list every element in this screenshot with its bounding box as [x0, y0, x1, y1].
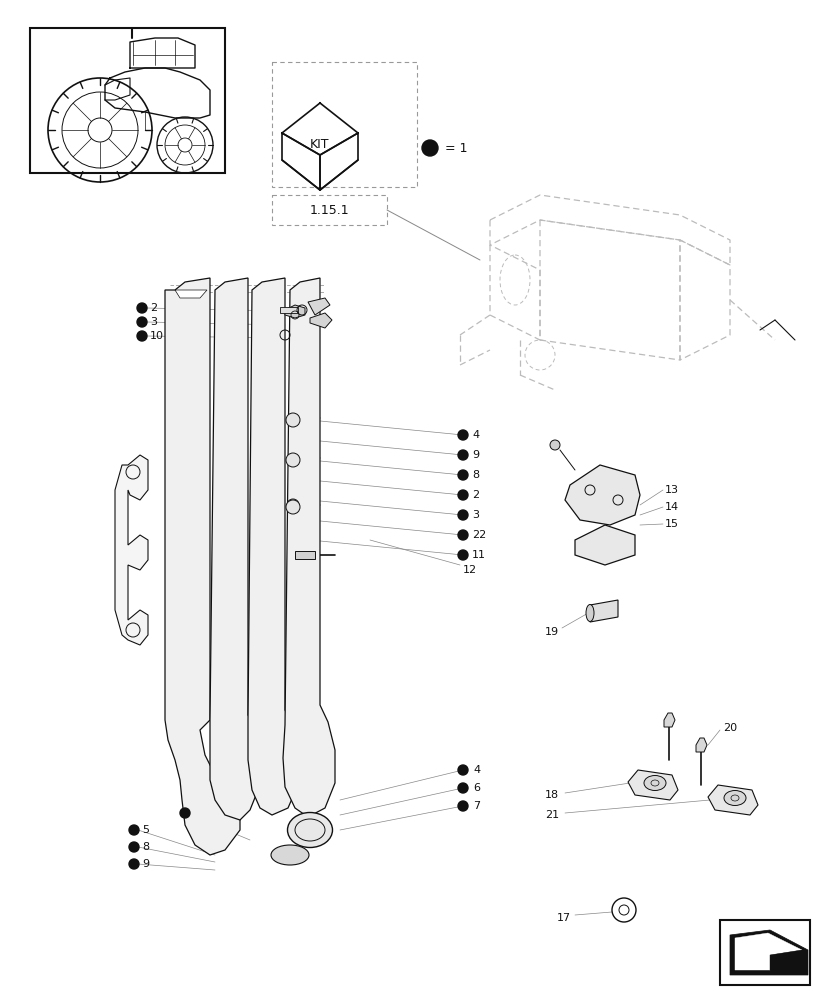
Circle shape [136, 303, 147, 313]
Polygon shape [283, 278, 335, 817]
Circle shape [422, 140, 437, 156]
Text: 14: 14 [664, 502, 678, 512]
Bar [719, 920, 809, 985]
Polygon shape [115, 455, 148, 645]
Text: 8: 8 [471, 470, 479, 480]
Polygon shape [769, 950, 801, 970]
Text: 4: 4 [471, 430, 479, 440]
Circle shape [457, 765, 467, 775]
Text: 3: 3 [471, 510, 479, 520]
Polygon shape [564, 465, 639, 525]
Polygon shape [309, 313, 332, 328]
Polygon shape [165, 278, 240, 855]
Circle shape [457, 801, 467, 811]
Polygon shape [284, 305, 304, 318]
Polygon shape [280, 307, 298, 313]
Text: 6: 6 [472, 783, 480, 793]
Circle shape [285, 413, 299, 427]
Polygon shape [734, 933, 801, 970]
Polygon shape [294, 551, 314, 559]
Circle shape [457, 550, 467, 560]
Circle shape [287, 499, 299, 511]
Circle shape [457, 530, 467, 540]
Text: 5: 5 [141, 825, 149, 835]
Text: 11: 11 [471, 550, 485, 560]
Text: 10: 10 [150, 331, 164, 341]
Polygon shape [627, 770, 677, 800]
Polygon shape [174, 290, 207, 298]
Circle shape [287, 414, 299, 426]
Text: 4: 4 [472, 765, 480, 775]
Text: 19: 19 [544, 627, 558, 637]
Circle shape [457, 450, 467, 460]
Circle shape [129, 859, 139, 869]
Circle shape [136, 317, 147, 327]
Circle shape [285, 453, 299, 467]
Text: 21: 21 [544, 810, 558, 820]
Circle shape [129, 842, 139, 852]
Ellipse shape [586, 604, 593, 621]
Circle shape [136, 331, 147, 341]
Polygon shape [590, 600, 617, 622]
Text: 13: 13 [664, 485, 678, 495]
Text: 20: 20 [722, 723, 736, 733]
Text: 9: 9 [141, 859, 149, 869]
Text: 18: 18 [544, 790, 558, 800]
Text: 17: 17 [557, 913, 571, 923]
Text: KIT: KIT [310, 138, 329, 151]
Ellipse shape [643, 776, 665, 790]
Polygon shape [248, 278, 298, 815]
Text: 15: 15 [664, 519, 678, 529]
Circle shape [179, 808, 189, 818]
Text: 8: 8 [141, 842, 149, 852]
Text: 16: 16 [193, 808, 207, 818]
Circle shape [457, 490, 467, 500]
Circle shape [549, 440, 559, 450]
Text: 1.15.1: 1.15.1 [308, 204, 348, 217]
Polygon shape [210, 278, 260, 820]
Polygon shape [663, 713, 674, 727]
Circle shape [457, 783, 467, 793]
Polygon shape [574, 525, 634, 565]
Circle shape [287, 454, 299, 466]
Bar [272, 195, 386, 225]
Text: 3: 3 [150, 317, 157, 327]
Text: 2: 2 [471, 490, 479, 500]
Polygon shape [729, 930, 807, 975]
Bar [30, 28, 225, 173]
Text: 22: 22 [471, 530, 485, 540]
Circle shape [457, 470, 467, 480]
Circle shape [129, 825, 139, 835]
Ellipse shape [723, 790, 745, 806]
Circle shape [457, 430, 467, 440]
Polygon shape [707, 785, 757, 815]
Circle shape [285, 500, 299, 514]
Ellipse shape [287, 812, 332, 848]
Text: 2: 2 [150, 303, 157, 313]
Polygon shape [308, 298, 330, 315]
Text: = 1: = 1 [444, 141, 467, 154]
Polygon shape [696, 738, 706, 752]
Bar [272, 62, 417, 187]
Circle shape [457, 510, 467, 520]
Text: 9: 9 [471, 450, 479, 460]
Text: 12: 12 [462, 565, 476, 575]
Text: 7: 7 [472, 801, 480, 811]
Ellipse shape [270, 845, 308, 865]
